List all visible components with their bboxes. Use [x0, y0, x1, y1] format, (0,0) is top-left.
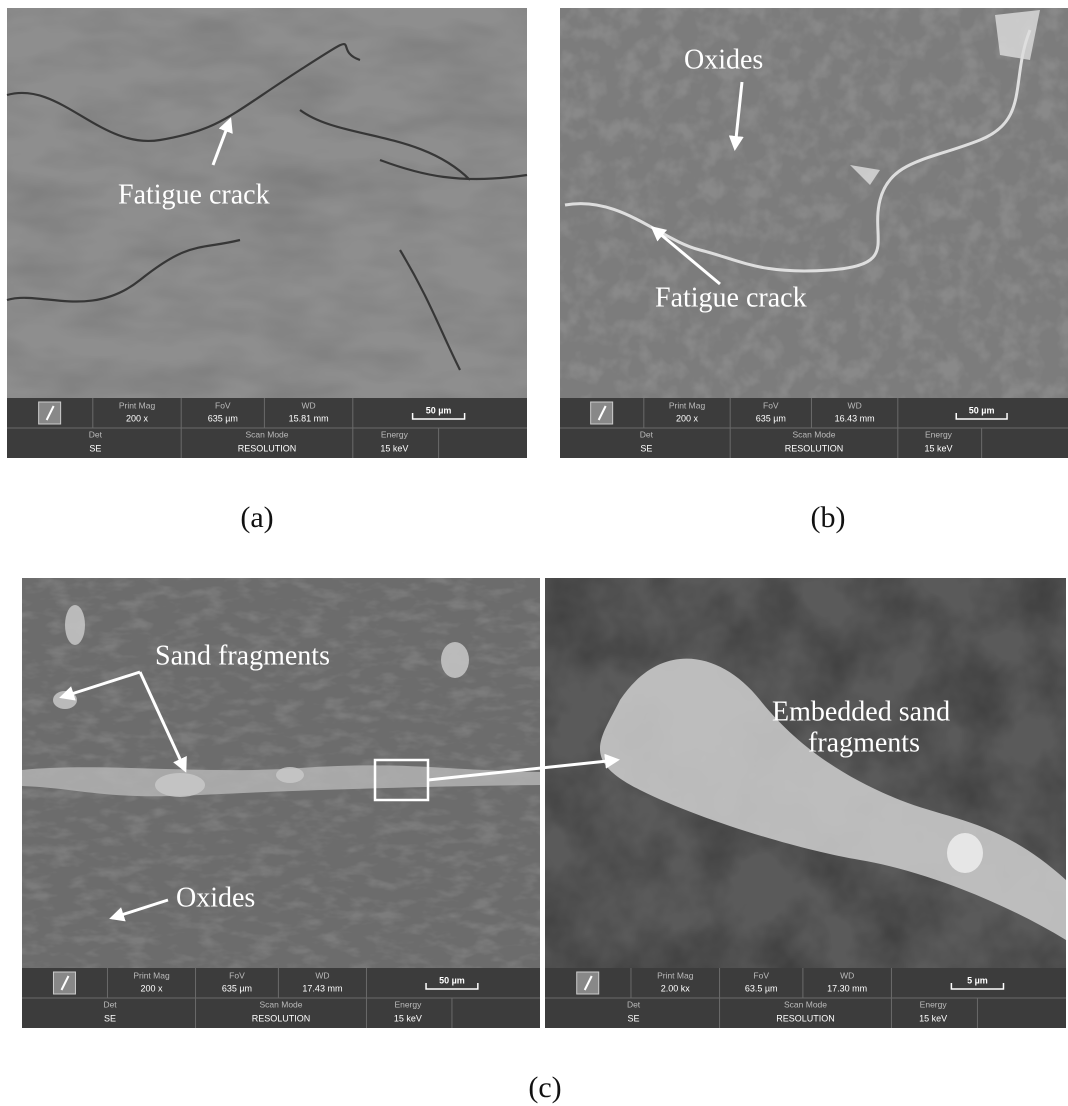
info-value: 635 µm: [756, 413, 786, 423]
caption: (b): [811, 501, 846, 534]
info-value: 200 x: [676, 413, 699, 423]
info-label: Energy: [920, 999, 948, 1009]
info-label: FoV: [215, 400, 231, 410]
info-value: 15 keV: [380, 443, 408, 453]
info-label: Det: [103, 999, 117, 1009]
particle: [155, 773, 205, 797]
info-label: Print Mag: [133, 970, 170, 980]
info-label: Scan Mode: [260, 999, 303, 1009]
info-label: FoV: [753, 970, 769, 980]
texture: [560, 8, 1068, 398]
info-value: 2.00 kx: [661, 983, 691, 993]
info-label: Det: [640, 429, 654, 439]
info-value: 635 µm: [222, 983, 252, 993]
info-label: Scan Mode: [793, 429, 836, 439]
annotation: Oxides: [176, 882, 255, 913]
figure: Print Mag 200 x FoV 635 µm WD 15.81 mm Det SE Sc…: [0, 0, 1068, 1106]
info-label: WD: [315, 970, 329, 980]
info-label: Print Mag: [657, 970, 694, 980]
info-value: 16.43 mm: [835, 413, 875, 423]
info-value: 63.5 µm: [745, 983, 778, 993]
particle: [276, 767, 304, 783]
scale-label: 50 µm: [426, 405, 452, 415]
annotation: Fatigue crack: [655, 282, 807, 313]
particle: [947, 833, 983, 873]
info-label: Energy: [925, 429, 953, 439]
info-value: RESOLUTION: [238, 443, 297, 453]
annotation: Embedded sand: [772, 696, 950, 727]
annotation: Oxides: [684, 44, 763, 75]
info-label: Scan Mode: [784, 999, 827, 1009]
caption: (c): [528, 1071, 561, 1104]
info-label: Det: [89, 429, 103, 439]
info-label: WD: [840, 970, 854, 980]
info-value: 200 x: [140, 983, 163, 993]
annotation: Fatigue crack: [118, 179, 270, 210]
info-label: Scan Mode: [246, 429, 289, 439]
info-value: RESOLUTION: [252, 1013, 311, 1023]
info-value: 200 x: [126, 413, 149, 423]
annotation: fragments: [808, 727, 920, 758]
info-value: 15 keV: [394, 1013, 422, 1023]
info-value: SE: [89, 443, 101, 453]
info-value: SE: [628, 1013, 640, 1023]
info-value: 17.30 mm: [827, 983, 867, 993]
info-label: Energy: [381, 429, 409, 439]
info-label: WD: [848, 400, 862, 410]
info-value: RESOLUTION: [776, 1013, 835, 1023]
info-label: WD: [302, 400, 316, 410]
info-label: FoV: [229, 970, 245, 980]
info-label: FoV: [763, 400, 779, 410]
info-value: SE: [640, 443, 652, 453]
scale-label: 50 µm: [439, 975, 465, 985]
particle: [65, 605, 85, 645]
info-value: 15.81 mm: [289, 413, 329, 423]
scale-label: 50 µm: [969, 405, 995, 415]
info-value: RESOLUTION: [785, 443, 844, 453]
info-value: 17.43 mm: [302, 983, 342, 993]
info-label: Print Mag: [669, 400, 706, 410]
info-value: 635 µm: [208, 413, 238, 423]
annotation: Sand fragments: [155, 640, 330, 671]
caption: (a): [240, 501, 273, 534]
scale-label: 5 µm: [967, 975, 988, 985]
info-value: SE: [104, 1013, 116, 1023]
info-label: Energy: [394, 999, 422, 1009]
info-label: Print Mag: [119, 400, 156, 410]
info-label: Det: [627, 999, 641, 1009]
particle: [441, 642, 469, 678]
info-value: 15 keV: [924, 443, 952, 453]
info-value: 15 keV: [919, 1013, 947, 1023]
